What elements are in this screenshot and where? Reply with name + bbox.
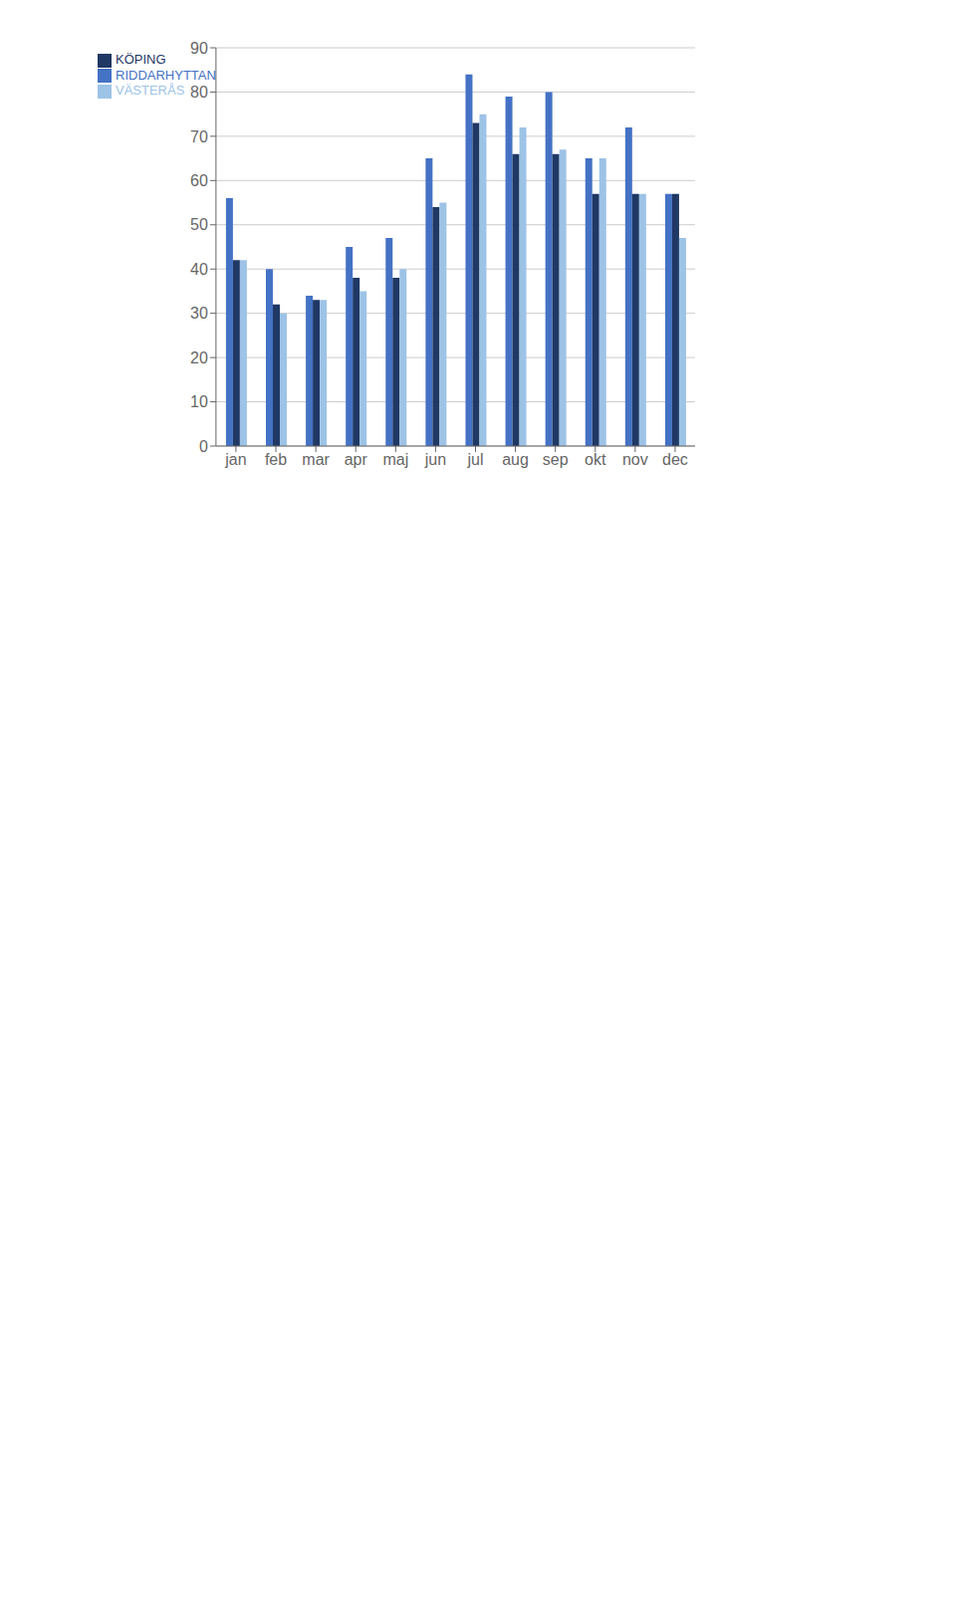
svg-text:jan: jan	[224, 451, 246, 469]
svg-text:maj: maj	[382, 451, 409, 469]
svg-text:50: 50	[190, 216, 209, 234]
svg-text:sep: sep	[542, 451, 569, 469]
html-text:RIDDARHYTTAN: RIDDARHYTTAN	[115, 67, 216, 83]
html-text:KÖPING: KÖPING	[115, 51, 166, 67]
svg-text:jul: jul	[466, 451, 483, 469]
svg-text:30: 30	[190, 304, 209, 322]
svg-text:jun: jun	[424, 451, 447, 469]
svg-text:80: 80	[190, 83, 209, 101]
svg-text:nov: nov	[622, 451, 649, 469]
svg-text:mar: mar	[301, 451, 330, 469]
svg-text:okt: okt	[584, 451, 607, 469]
svg-text:0: 0	[199, 438, 209, 456]
html-text:VÄSTERÅS: VÄSTERÅS	[115, 82, 185, 98]
svg-text:60: 60	[190, 172, 209, 190]
svg-text:10: 10	[190, 393, 209, 411]
svg-text:apr: apr	[344, 451, 369, 469]
svg-text:dec: dec	[662, 451, 689, 469]
svg-text:40: 40	[190, 260, 209, 278]
svg-text:aug: aug	[501, 451, 529, 469]
svg-text:feb: feb	[264, 451, 287, 469]
svg-text:90: 90	[190, 39, 209, 57]
svg-text:70: 70	[190, 128, 209, 146]
svg-text:20: 20	[190, 349, 209, 367]
